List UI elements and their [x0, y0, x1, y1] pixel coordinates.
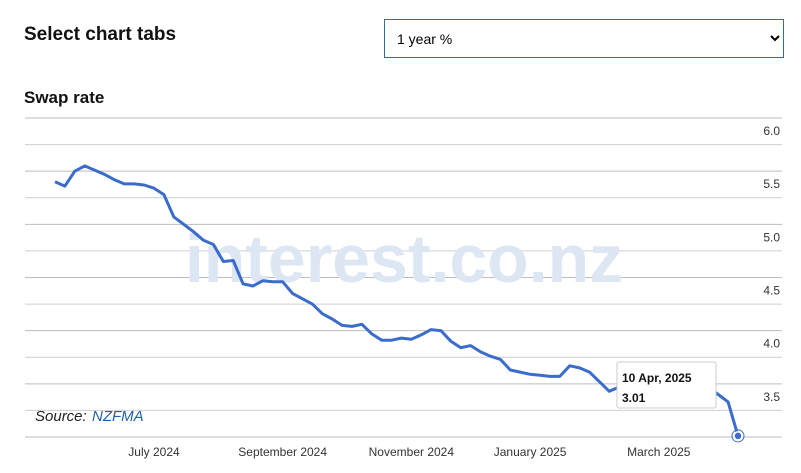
y-tick-label: 5.5 — [763, 177, 780, 191]
page-title: Select chart tabs — [24, 24, 177, 45]
point-ring — [731, 429, 745, 443]
y-tick-label: 4.0 — [763, 337, 780, 351]
tooltip-box — [616, 361, 717, 409]
y-tick-label: 3.5 — [763, 390, 780, 404]
source-label: Source: — [35, 408, 87, 425]
source-link[interactable]: NZFMA — [92, 408, 144, 425]
tooltip-value: 3.01 — [622, 391, 646, 405]
x-tick-label: September 2024 — [238, 445, 327, 459]
chart-select[interactable]: 1 year % — [384, 19, 784, 58]
y-tick-label: 5.0 — [763, 230, 780, 244]
x-tick-label: March 2025 — [627, 445, 691, 459]
x-tick-label: November 2024 — [369, 445, 455, 459]
y-tick-label: 6.0 — [763, 124, 780, 138]
chart-title: Swap rate — [24, 88, 105, 107]
point-marker — [733, 431, 743, 441]
y-tick-label: 4.5 — [763, 284, 780, 298]
x-tick-label: January 2025 — [494, 445, 567, 459]
tooltip-date: 10 Apr, 2025 — [622, 371, 692, 385]
x-tick-label: July 2024 — [128, 445, 180, 459]
